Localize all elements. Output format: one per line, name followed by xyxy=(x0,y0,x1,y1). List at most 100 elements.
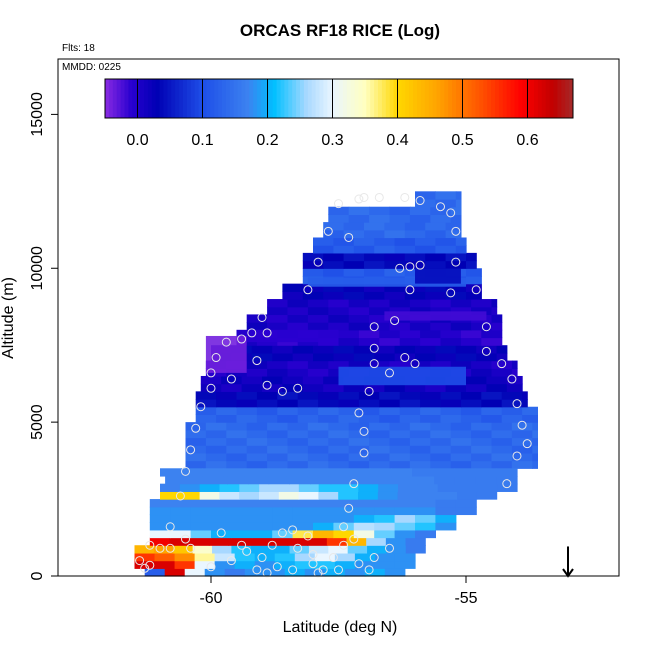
heatmap-cell xyxy=(457,483,478,492)
colorbar-segment xyxy=(249,79,254,118)
heatmap-cell xyxy=(358,491,379,500)
heatmap-cell xyxy=(234,552,256,562)
flight-point xyxy=(354,559,364,569)
flight-point xyxy=(369,322,379,332)
heatmap-cell xyxy=(272,352,294,362)
heatmap-cell xyxy=(287,322,309,331)
flight-point xyxy=(216,528,226,538)
flight-point xyxy=(374,192,384,202)
y-tick-label: 10000 xyxy=(29,246,46,291)
heatmap-cell xyxy=(384,260,406,269)
heatmap-cell xyxy=(348,445,370,454)
heatmap-cell xyxy=(481,406,503,416)
flight-point xyxy=(405,262,415,272)
heatmap-cell xyxy=(244,568,266,577)
heatmap-cell xyxy=(348,206,370,215)
colorbar-segment xyxy=(397,79,402,118)
colorbar-segment xyxy=(378,79,383,118)
heatmap-cell xyxy=(208,537,230,546)
heatmap-cell xyxy=(385,537,407,546)
heatmap-cell xyxy=(435,506,457,516)
heatmap-cell xyxy=(466,383,487,392)
heatmap-cell xyxy=(333,237,355,246)
flight-point xyxy=(400,192,410,202)
heatmap-cell xyxy=(353,245,375,254)
colorbar-segment xyxy=(296,79,301,118)
heatmap-cell xyxy=(302,375,324,385)
heatmap-cell xyxy=(292,514,314,523)
heatmap-cell xyxy=(437,483,459,492)
heatmap-cell xyxy=(246,452,268,462)
flight-point xyxy=(400,353,410,363)
heatmap-band xyxy=(384,311,487,321)
heatmap-cell xyxy=(440,337,462,346)
heatmap-cell xyxy=(491,306,498,316)
heatmap-cell xyxy=(267,460,289,469)
colorbar-segment xyxy=(409,79,414,118)
flight-point xyxy=(354,408,364,418)
heatmap-cell xyxy=(450,437,472,446)
heatmap-cell xyxy=(287,299,309,308)
flight-point xyxy=(385,368,394,378)
heatmap-cell xyxy=(307,306,329,316)
heatmap-cell xyxy=(211,529,232,539)
heatmap-cell xyxy=(338,406,360,416)
heatmap-cell xyxy=(227,475,249,485)
heatmap-cell xyxy=(216,406,238,416)
heatmap-cell xyxy=(348,452,370,462)
flight-point xyxy=(288,565,298,575)
colorbar-segment xyxy=(561,79,566,118)
heatmap-cell xyxy=(511,360,518,369)
heatmap-cell xyxy=(364,383,385,392)
heatmap-cell xyxy=(353,345,375,354)
heatmap-cell xyxy=(511,460,533,469)
heatmap-cell xyxy=(511,452,533,462)
heatmap-cell xyxy=(394,245,416,254)
heatmap-cell xyxy=(149,537,171,546)
colorbar-segment xyxy=(194,79,200,118)
heatmap-cell xyxy=(404,252,426,262)
heatmap-cell xyxy=(455,191,462,200)
flight-point xyxy=(369,359,379,369)
heatmap-cell xyxy=(270,545,291,554)
heatmap-cell xyxy=(272,522,294,531)
heatmap-cell xyxy=(272,514,294,523)
heatmap-cell xyxy=(333,529,355,539)
heatmap-cell xyxy=(379,391,401,400)
heatmap-cell xyxy=(471,299,493,308)
heatmap-cell xyxy=(409,360,431,369)
heatmap-cell xyxy=(323,229,345,239)
heatmap-cell xyxy=(231,529,253,539)
heatmap-cell xyxy=(435,237,457,246)
heatmap-cell xyxy=(440,399,462,408)
heatmap-cell xyxy=(399,406,421,416)
heatmap-cell xyxy=(394,352,416,362)
heatmap-cell xyxy=(374,522,396,531)
heatmap-cell xyxy=(251,499,273,508)
heatmap-cell xyxy=(475,475,497,485)
x-axis-label: Latitude (deg N) xyxy=(283,619,398,636)
heatmap-cell xyxy=(343,283,365,292)
heatmap-cell xyxy=(415,237,436,246)
heatmap-cell xyxy=(347,545,368,554)
colorbar-segment xyxy=(237,79,242,118)
heatmap-cell xyxy=(532,452,538,462)
heatmap-cell xyxy=(457,491,478,500)
heatmap-cell xyxy=(511,368,518,377)
heatmap-cell xyxy=(277,391,299,400)
flight-point xyxy=(303,285,313,295)
heatmap-band xyxy=(415,268,461,284)
heatmap-cell xyxy=(333,345,355,354)
heatmap-cell xyxy=(313,514,334,523)
flight-point xyxy=(191,423,201,433)
colorbar-segment xyxy=(163,79,168,118)
heatmap-cell xyxy=(282,383,304,392)
colorbar-segment xyxy=(151,79,157,118)
heatmap-cell xyxy=(231,506,253,516)
heatmap-cell xyxy=(491,445,513,454)
flight-point xyxy=(415,260,425,270)
heatmap-cell xyxy=(333,522,355,531)
colorbar-segment xyxy=(128,79,133,118)
colorbar-segment xyxy=(210,79,215,118)
